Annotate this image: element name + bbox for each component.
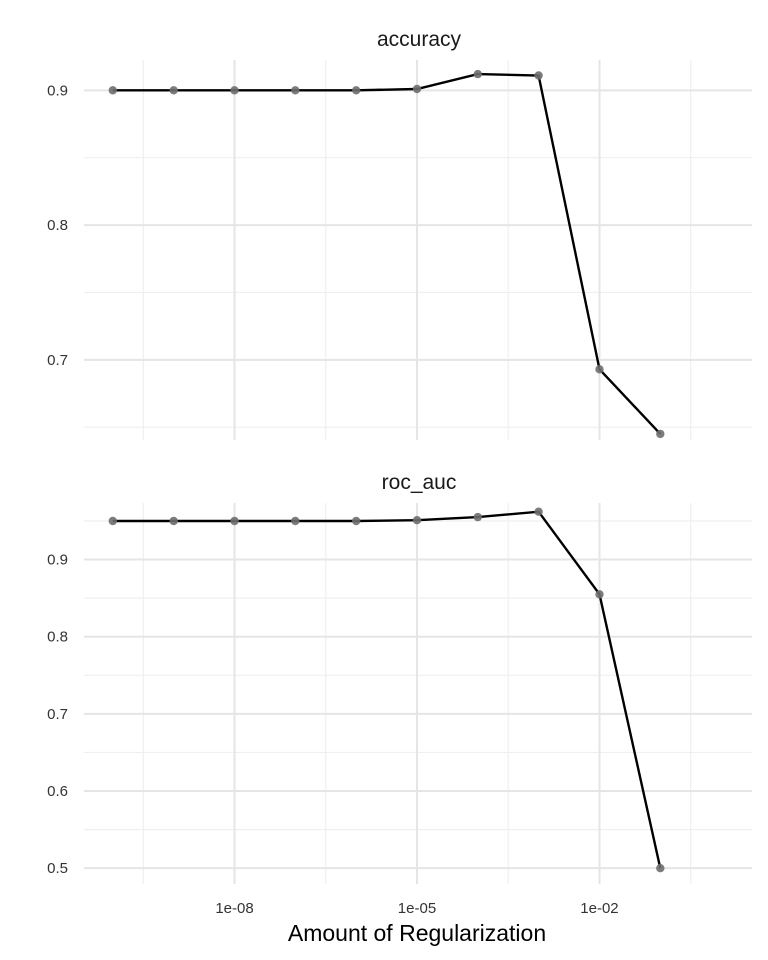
data-point xyxy=(169,516,178,526)
data-point xyxy=(352,86,361,95)
data-point xyxy=(534,507,543,516)
panel-title: accuracy xyxy=(377,28,462,51)
y-tick-label: 0.7 xyxy=(47,352,68,369)
y-tick-label: 0.9 xyxy=(47,552,68,569)
y-tick-label: 0.9 xyxy=(47,82,68,99)
panel-roc-auc: 0.5 0.6 0.7 0.8 0.9 roc_auc xyxy=(47,471,752,884)
y-tick-label: 0.5 xyxy=(47,860,68,877)
x-axis-title: Amount of Regularization xyxy=(288,920,546,946)
data-point xyxy=(108,86,118,95)
data-point xyxy=(595,590,604,599)
data-point xyxy=(656,864,665,873)
data-point xyxy=(412,516,422,525)
y-tick-label: 0.7 xyxy=(47,706,68,723)
data-point xyxy=(595,365,604,374)
data-point xyxy=(291,86,300,95)
data-point xyxy=(473,512,482,522)
data-point xyxy=(230,86,239,95)
y-tick-label: 0.8 xyxy=(47,629,68,646)
series-line xyxy=(112,510,662,869)
panel-title: roc_auc xyxy=(382,471,457,494)
x-tick-label: 1e-02 xyxy=(580,900,618,917)
y-tick-label: 0.6 xyxy=(47,783,68,800)
panel-accuracy: 0.7 0.8 0.9 accuracy xyxy=(47,28,752,440)
data-point xyxy=(352,516,361,526)
y-tick-label: 0.8 xyxy=(47,217,68,234)
x-axis: 1e-08 1e-05 1e-02 xyxy=(215,900,618,917)
x-tick-label: 1e-08 xyxy=(215,900,253,917)
data-point xyxy=(291,516,300,526)
series-line xyxy=(112,72,662,435)
data-point xyxy=(108,516,118,526)
x-tick-label: 1e-05 xyxy=(398,900,436,917)
data-point xyxy=(412,84,422,94)
data-point xyxy=(230,516,239,526)
data-point xyxy=(534,71,543,80)
data-point xyxy=(656,429,665,439)
data-point xyxy=(169,86,178,95)
data-point xyxy=(473,69,482,79)
